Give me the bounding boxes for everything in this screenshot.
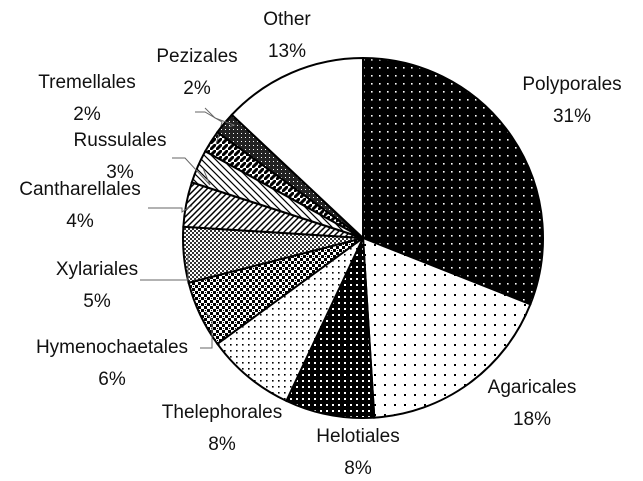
slice-value-label: 8%	[208, 434, 236, 455]
slice-label: Xylariales	[56, 259, 138, 280]
slice-label: Pezizales	[156, 46, 237, 67]
slice-label: Other	[263, 9, 311, 30]
slice-label: Helotiales	[316, 426, 399, 447]
slice-value-label: 2%	[183, 78, 211, 99]
slice-value-label: 13%	[268, 41, 306, 62]
slice-value-label: 31%	[553, 106, 591, 127]
slice-value-label: 8%	[344, 458, 372, 479]
pie-slice	[215, 237, 364, 403]
leader-line	[204, 107, 236, 128]
pie-slice	[285, 237, 376, 419]
slice-label: Thelephorales	[162, 402, 282, 423]
slice-label: Tremellales	[38, 72, 136, 93]
slice-label: Russulales	[74, 130, 167, 151]
pie-slice	[361, 236, 532, 419]
slice-value-label: 5%	[83, 291, 111, 312]
slice-label: Agaricales	[488, 377, 577, 398]
slice-label: Polyporales	[522, 74, 621, 95]
slice-value-label: 2%	[73, 104, 101, 125]
pie-slice	[230, 56, 364, 241]
pie-slice	[362, 56, 544, 306]
leader-line	[172, 157, 211, 186]
slice-value-label: 3%	[106, 162, 134, 183]
slice-value-label: 18%	[513, 409, 551, 430]
leader-line	[148, 204, 193, 213]
slice-label: Hymenochaetales	[36, 337, 188, 358]
slice-value-label: 6%	[98, 369, 126, 390]
slice-label: Cantharellales	[19, 179, 140, 200]
leader-line	[200, 311, 213, 349]
leader-line	[140, 253, 190, 281]
slice-value-label: 4%	[66, 211, 94, 232]
